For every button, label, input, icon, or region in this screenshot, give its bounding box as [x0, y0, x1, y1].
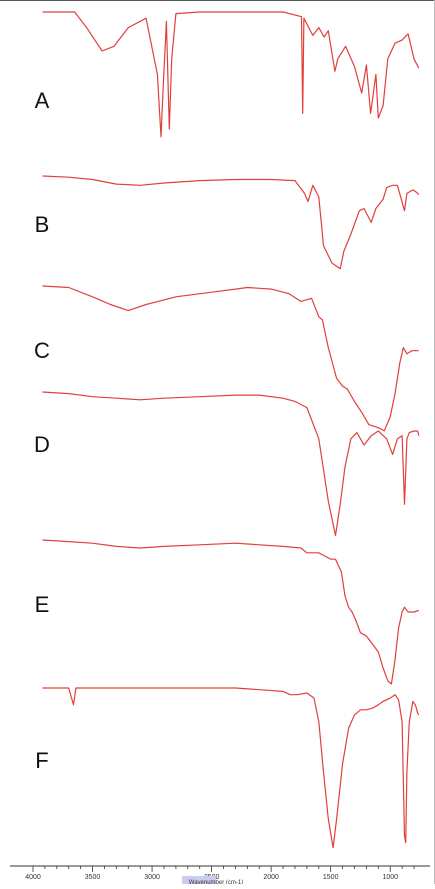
spectrum-line-e: [42, 539, 419, 685]
spectrum-line-f: [42, 687, 420, 849]
panel-label-e: E: [35, 592, 50, 617]
panel-label-a: A: [35, 88, 50, 113]
x-tick-label: 4000: [25, 874, 41, 881]
x-tick-label: 3500: [85, 874, 101, 881]
spectrum-line-d: [42, 391, 420, 537]
frame-top-border: [0, 0, 435, 1]
panel-label-f: F: [35, 748, 48, 773]
x-axis-title: Wavenumber (cm-1): [189, 880, 243, 884]
panel-label-d: D: [34, 432, 50, 457]
x-tick-label: 3000: [144, 874, 160, 881]
x-axis: 4000350030002500200015001000Wavenumber (…: [10, 865, 430, 886]
panel-label-b: B: [35, 212, 50, 237]
spectrum-line-a: [42, 11, 420, 138]
axis-title-highlight: [182, 876, 216, 884]
spectrum-line-c: [42, 285, 419, 432]
spectrum-line-b: [42, 175, 420, 270]
x-tick-label: 1500: [323, 874, 339, 881]
x-tick-label: 1000: [382, 874, 398, 881]
x-tick-label: 2000: [263, 874, 279, 881]
panel-label-c: C: [34, 338, 50, 363]
spectra-panels: A B C D E F: [34, 11, 420, 849]
